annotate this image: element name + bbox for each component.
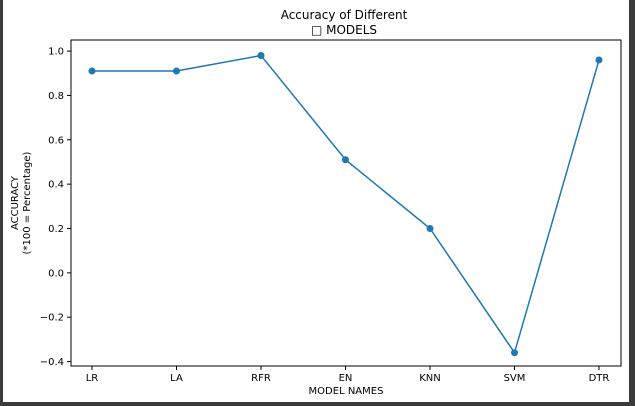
series-accuracy [88,52,603,357]
x-axis-label: MODEL NAMES [309,386,384,397]
x-tick-label: SVM [504,373,526,384]
y-tick-label: 1.0 [48,47,64,58]
data-point [595,56,603,64]
x-tick-label: KNN [419,373,441,384]
y-axis-label-secondary: (*100 = Percentage) [22,151,33,254]
frame-border-bottom [0,402,635,406]
x-tick-label: EN [339,373,353,384]
frame-border-left [0,0,3,406]
y-tick-label: 0.0 [48,268,64,279]
series-line [92,54,600,355]
y-tick-label: 0.6 [48,135,64,146]
data-point [88,67,96,75]
y-axis: −0.4 −0.2 0.0 0.2 0.4 0.6 0.8 1.0 [40,47,71,368]
frame-border-right [629,0,635,406]
data-point [511,349,518,357]
y-tick-label: 0.8 [48,91,64,102]
x-tick-label: RFR [251,373,271,384]
y-axis-label: ACCURACY [10,175,21,230]
data-point [426,225,434,233]
y-tick-label: 0.2 [48,224,64,235]
chart-subtitle: □ MODELS [311,23,377,37]
plot-area [70,39,622,367]
x-tick-label: DTR [589,373,610,384]
data-point [257,52,265,60]
y-tick-label: −0.2 [40,313,64,324]
x-tick-label: LA [170,373,183,384]
y-tick-label: 0.4 [48,180,64,191]
x-axis: LR LA RFR EN KNN SVM DTR [86,366,610,384]
y-tick-label: −0.4 [40,357,64,368]
data-point [173,67,180,75]
chart-title: Accuracy of Different [281,8,408,22]
data-point [342,156,349,164]
x-tick-label: LR [86,373,99,384]
